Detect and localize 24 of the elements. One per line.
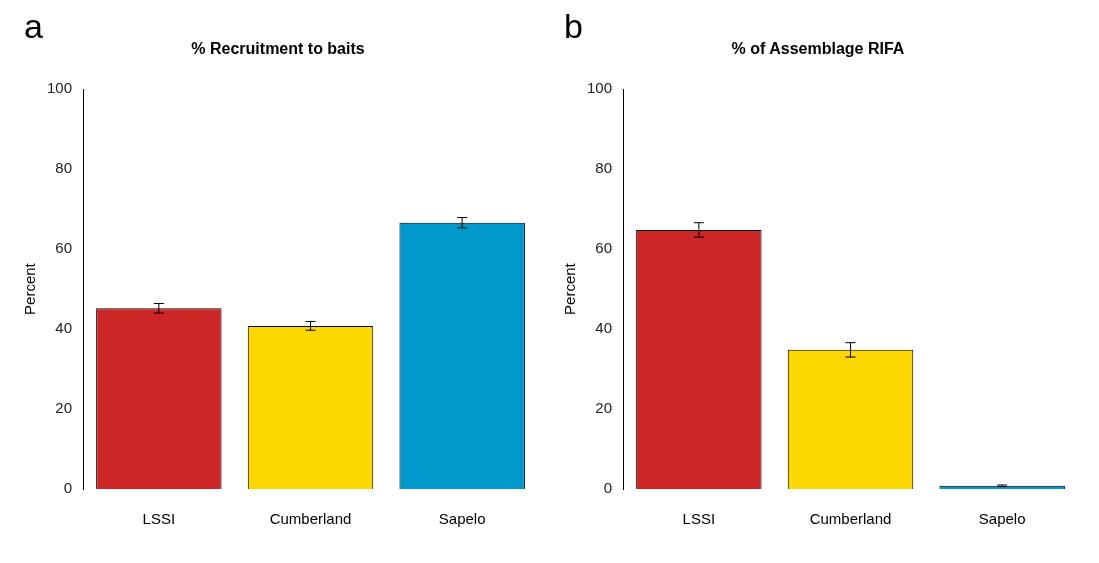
x-tick-label: Cumberland: [809, 510, 892, 528]
chart-title: % Recruitment to baits: [191, 40, 365, 58]
y-axis-title: Percent: [21, 262, 39, 315]
x-tick-label: LSSI: [682, 510, 716, 528]
text: a: [24, 7, 43, 46]
y-tick-label: 80: [595, 159, 613, 177]
y-tick-label: 40: [55, 319, 73, 337]
x-tick-label: Cumberland: [269, 510, 352, 528]
y-tick-label: 20: [55, 399, 73, 417]
y-tick-label: 80: [55, 159, 73, 177]
x-tick-label: Sapelo: [438, 510, 486, 528]
y-tick-label: 0: [63, 479, 73, 497]
y-tick-label: 100: [47, 79, 73, 97]
x-tick-label: LSSI: [142, 510, 176, 528]
x-tick-label: Sapelo: [978, 510, 1026, 528]
y-tick-label: 40: [595, 319, 613, 337]
y-tick-label: 20: [595, 399, 613, 417]
y-tick-label: 60: [595, 239, 613, 257]
y-axis-title: Percent: [561, 262, 579, 315]
y-tick-label: 0: [603, 479, 613, 497]
chart-title: % of Assemblage RIFA: [731, 40, 905, 58]
text: b: [564, 7, 583, 46]
y-tick-label: 100: [587, 79, 613, 97]
y-tick-label: 60: [55, 239, 73, 257]
